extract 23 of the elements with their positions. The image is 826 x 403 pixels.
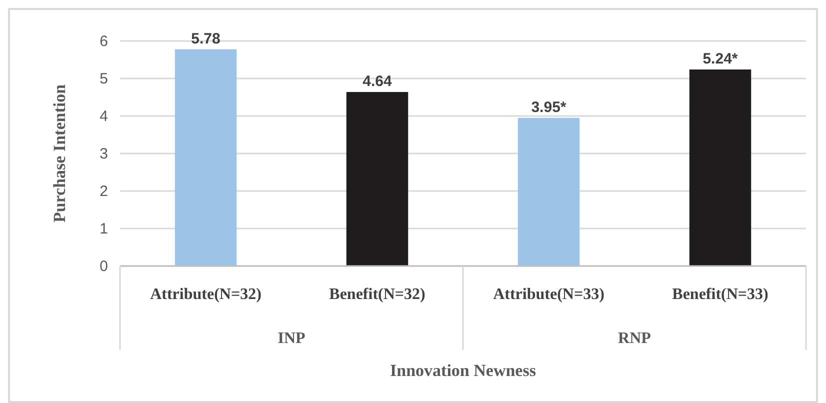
y-tick-label: 5: [100, 70, 108, 88]
x-tick-label: Benefit(N=32): [329, 286, 426, 303]
bar: [174, 49, 237, 266]
x-tick-label: Attribute(N=33): [493, 286, 604, 303]
data-label: 5.24*: [702, 50, 738, 68]
x-tick-label: Benefit(N=33): [672, 286, 768, 303]
y-tick-label: 6: [100, 33, 108, 50]
data-label: 5.78: [191, 30, 220, 48]
bar: [346, 92, 408, 266]
data-label: 4.64: [362, 73, 392, 90]
text: INP: [278, 330, 306, 347]
y-tick-label: 3: [100, 146, 108, 162]
bar: [518, 118, 580, 266]
data-label: 3.95*: [531, 98, 566, 116]
y-axis-title: Purchase Intention: [50, 84, 69, 223]
y-tick-label: 1: [100, 220, 108, 238]
x-axis-title: Innovation Newness: [390, 361, 536, 380]
x-tick-label: Attribute(N=32): [150, 286, 262, 303]
y-tick-label: 4: [100, 108, 108, 125]
y-tick-label: 2: [100, 183, 108, 200]
y-tick-label: 0: [100, 258, 108, 275]
text: RNP: [618, 330, 652, 347]
bar: [689, 70, 752, 266]
